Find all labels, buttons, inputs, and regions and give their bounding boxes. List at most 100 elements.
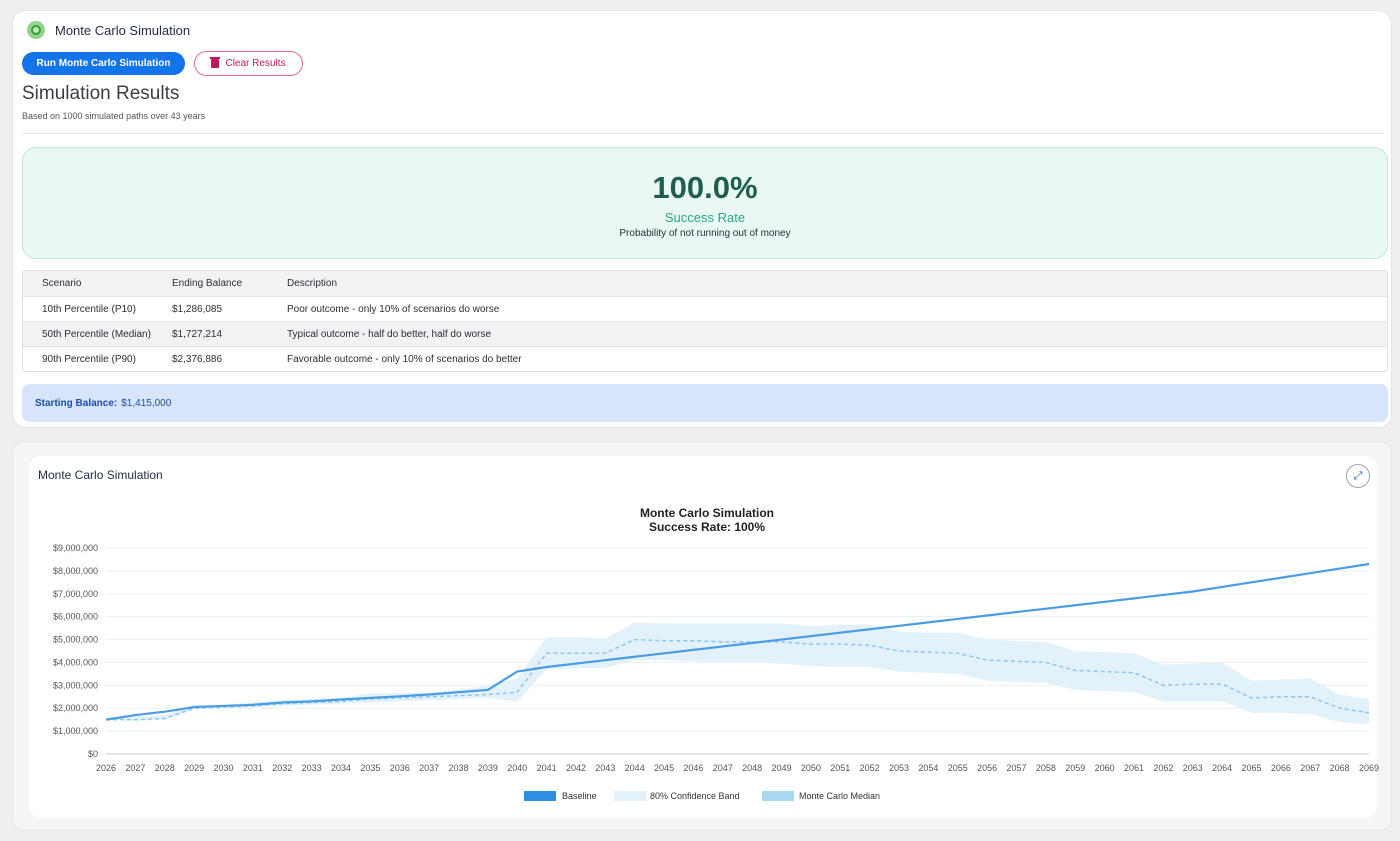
- column-header: Description: [287, 278, 338, 289]
- clear-results-label: Clear Results: [225, 58, 286, 69]
- y-tick-label: $1,000,000: [53, 726, 98, 736]
- table-cell: $1,286,085: [172, 303, 223, 315]
- x-tick-label: 2060: [1095, 763, 1115, 773]
- y-tick-label: $6,000,000: [53, 612, 98, 622]
- x-tick-label: 2065: [1241, 763, 1261, 773]
- chart-legend: Baseline 80% Confidence Band Monte Carlo…: [524, 791, 880, 801]
- starting-balance-banner: Starting Balance: $1,415,000: [22, 384, 1388, 422]
- clear-results-button[interactable]: Clear Results: [194, 51, 303, 76]
- x-tick-label: 2030: [213, 763, 233, 773]
- x-tick-label: 2041: [537, 763, 557, 773]
- x-tick-label: 2055: [948, 763, 968, 773]
- x-tick-label: 2050: [801, 763, 821, 773]
- x-tick-label: 2026: [96, 763, 116, 773]
- table-row: 10th Percentile (P10) $1,286,085 Poor ou…: [23, 296, 1387, 321]
- x-tick-label: 2062: [1153, 763, 1173, 773]
- legend-swatch-median: [762, 791, 794, 801]
- y-tick-label: $4,000,000: [53, 657, 98, 667]
- x-tick-label: 2044: [625, 763, 645, 773]
- table-row: 90th Percentile (P90) $2,376,886 Favorab…: [23, 346, 1387, 371]
- x-tick-label: 2038: [448, 763, 468, 773]
- starting-balance-label: Starting Balance:: [35, 397, 118, 409]
- x-tick-label: 2067: [1300, 763, 1320, 773]
- x-tick-label: 2057: [1007, 763, 1027, 773]
- column-header: Ending Balance: [172, 278, 243, 289]
- success-rate-panel: 100.0% Success Rate Probability of not r…: [22, 147, 1388, 259]
- x-tick-label: 2031: [243, 763, 263, 773]
- results-subtitle: Based on 1000 simulated paths over 43 ye…: [22, 111, 206, 121]
- trash-icon: [210, 57, 221, 68]
- starting-balance-value: $1,415,000: [121, 397, 172, 409]
- baseline-series-line: [105, 562, 1370, 721]
- x-tick-label: 2035: [360, 763, 380, 773]
- column-header: Scenario: [42, 278, 82, 289]
- expand-icon[interactable]: ⤢: [1346, 464, 1370, 488]
- x-tick-label: 2068: [1330, 763, 1350, 773]
- x-tick-label: 2064: [1212, 763, 1232, 773]
- app-logo-icon: [27, 21, 45, 39]
- success-rate-label: Success Rate: [664, 210, 746, 225]
- confidence-band-area: [106, 622, 1369, 725]
- table-header: Scenario Ending Balance Description: [23, 271, 1387, 296]
- x-tick-label: 2043: [595, 763, 615, 773]
- legend-label-median: Monte Carlo Median: [799, 791, 880, 801]
- x-tick-label: 2048: [742, 763, 762, 773]
- x-tick-label: 2052: [860, 763, 880, 773]
- x-tick-label: 2036: [390, 763, 410, 773]
- x-tick-label: 2051: [830, 763, 850, 773]
- table-cell: 90th Percentile (P90): [42, 353, 136, 365]
- table-cell: $2,376,886: [172, 353, 223, 365]
- y-tick-label: $3,000,000: [53, 680, 98, 690]
- success-rate-description: Probability of not running out of money: [619, 228, 791, 239]
- legend-swatch-baseline: [524, 791, 556, 801]
- x-tick-label: 2032: [272, 763, 292, 773]
- y-tick-label: $0: [88, 749, 98, 759]
- legend-label-baseline: Baseline: [562, 791, 597, 801]
- x-tick-label: 2047: [713, 763, 733, 773]
- x-tick-label: 2066: [1271, 763, 1291, 773]
- y-tick-label: $7,000,000: [53, 589, 98, 599]
- chart-card-title: Monte Carlo Simulation: [38, 468, 163, 482]
- x-tick-label: 2069: [1359, 763, 1379, 773]
- x-tick-label: 2053: [889, 763, 909, 773]
- percentile-table: Scenario Ending Balance Description 10th…: [22, 270, 1388, 372]
- table-cell: Favorable outcome - only 10% of scenario…: [287, 353, 522, 365]
- app-title: Monte Carlo Simulation: [55, 22, 191, 38]
- x-tick-label: 2039: [478, 763, 498, 773]
- results-card: Monte Carlo Simulation Run Monte Carlo S…: [12, 10, 1392, 428]
- divider: [22, 133, 1384, 134]
- chart-title: Monte Carlo Simulation: [640, 506, 774, 520]
- x-tick-label: 2034: [331, 763, 351, 773]
- y-tick-label: $2,000,000: [53, 703, 98, 713]
- x-tick-label: 2058: [1036, 763, 1056, 773]
- x-tick-label: 2059: [1065, 763, 1085, 773]
- y-tick-label: $5,000,000: [53, 635, 98, 645]
- app-header: Monte Carlo Simulation: [27, 21, 190, 39]
- legend-label-band: 80% Confidence Band: [650, 791, 740, 801]
- x-tick-label: 2033: [302, 763, 322, 773]
- x-tick-label: 2056: [977, 763, 997, 773]
- run-simulation-button[interactable]: Run Monte Carlo Simulation: [22, 52, 185, 75]
- table-cell: 50th Percentile (Median): [42, 328, 151, 340]
- legend-swatch-band: [614, 791, 646, 801]
- x-tick-label: 2027: [125, 763, 145, 773]
- chart-subtitle: Success Rate: 100%: [649, 520, 765, 534]
- table-row: 50th Percentile (Median) $1,727,214 Typi…: [23, 321, 1387, 346]
- x-tick-label: 2028: [155, 763, 175, 773]
- table-cell: Typical outcome - half do better, half d…: [287, 328, 491, 340]
- x-tick-label: 2045: [654, 763, 674, 773]
- table-cell: Poor outcome - only 10% of scenarios do …: [287, 303, 500, 315]
- chart-card: Monte Carlo Simulation ⤢: [12, 441, 1392, 831]
- y-tick-label: $8,000,000: [53, 566, 98, 576]
- y-tick-label: $9,000,000: [53, 543, 98, 553]
- x-tick-label: 2054: [918, 763, 938, 773]
- median-series-line: [106, 638, 1370, 721]
- monte-carlo-chart: Monte Carlo Simulation Success Rate: 100…: [53, 506, 1379, 801]
- x-tick-label: 2063: [1183, 763, 1203, 773]
- results-title: Simulation Results: [22, 83, 180, 104]
- table-cell: 10th Percentile (P10): [42, 303, 136, 315]
- x-tick-label: 2042: [566, 763, 586, 773]
- x-tick-label: 2040: [507, 763, 527, 773]
- success-rate-value: 100.0%: [652, 170, 758, 205]
- x-tick-label: 2037: [419, 763, 439, 773]
